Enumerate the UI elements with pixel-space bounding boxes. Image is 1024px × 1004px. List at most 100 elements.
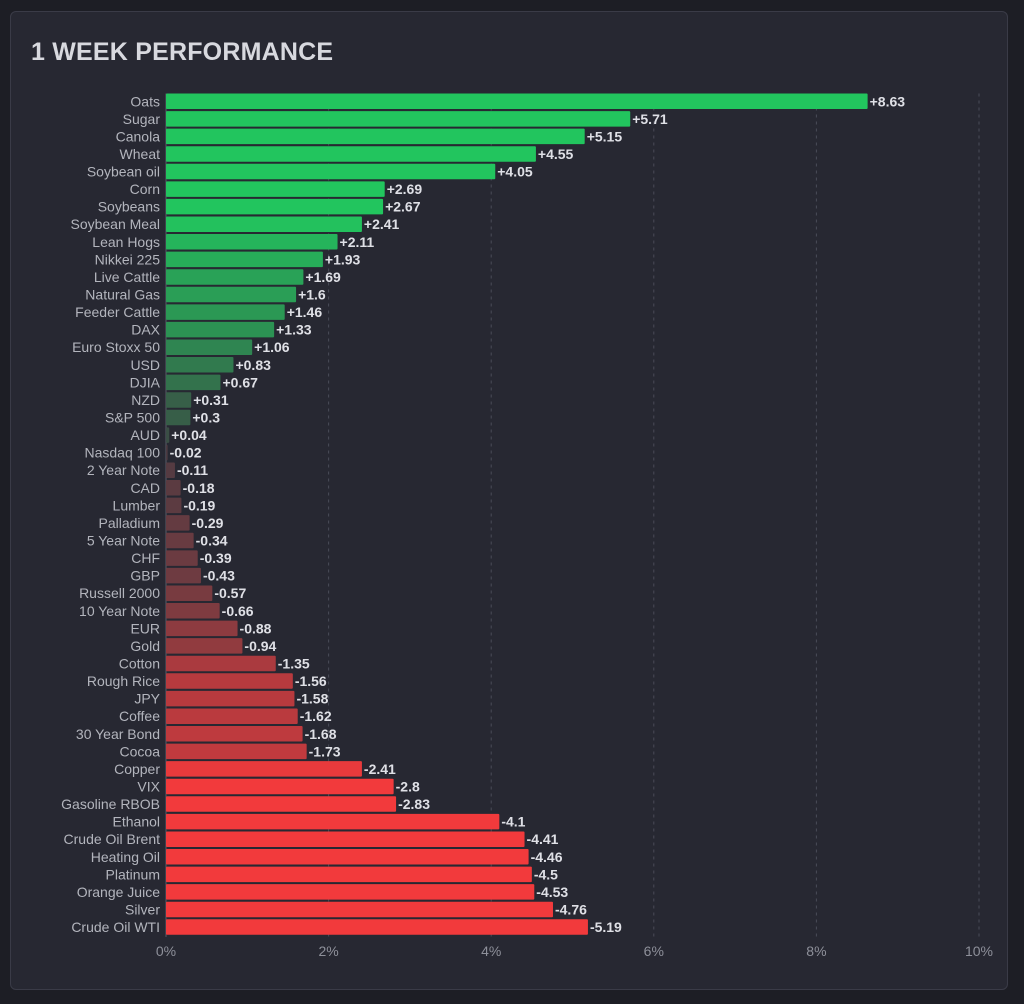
bar bbox=[166, 708, 298, 724]
category-label: 30 Year Bond bbox=[76, 726, 160, 742]
value-label: -0.19 bbox=[183, 497, 215, 513]
bar bbox=[166, 919, 588, 935]
bar bbox=[166, 603, 220, 619]
value-label: +5.15 bbox=[587, 128, 623, 144]
value-label: -0.29 bbox=[192, 515, 224, 531]
category-label: S&P 500 bbox=[105, 410, 160, 426]
value-label: +0.04 bbox=[171, 427, 207, 443]
value-label: +1.69 bbox=[305, 269, 341, 285]
bar bbox=[166, 743, 307, 760]
value-label: +2.41 bbox=[364, 216, 400, 232]
bar bbox=[166, 884, 535, 900]
bar bbox=[166, 726, 303, 742]
bar bbox=[166, 357, 234, 373]
category-label: Natural Gas bbox=[85, 287, 160, 303]
category-label: Feeder Cattle bbox=[75, 304, 160, 320]
value-label: -0.39 bbox=[200, 550, 232, 566]
category-label: Platinum bbox=[106, 866, 160, 882]
value-label: -4.76 bbox=[555, 901, 587, 917]
category-label: Crude Oil Brent bbox=[64, 831, 161, 847]
bar bbox=[166, 866, 532, 883]
value-label: -2.83 bbox=[398, 796, 430, 812]
value-label: -4.46 bbox=[531, 849, 563, 865]
bar bbox=[166, 761, 362, 777]
bar bbox=[166, 813, 500, 830]
bar bbox=[166, 497, 182, 514]
value-label: -1.56 bbox=[295, 673, 327, 689]
value-label: +1.33 bbox=[276, 322, 312, 338]
value-label: +1.93 bbox=[325, 251, 361, 267]
category-label: Ethanol bbox=[113, 814, 160, 830]
value-label: -5.19 bbox=[590, 919, 622, 935]
category-label: Nikkei 225 bbox=[95, 251, 161, 267]
value-label: +1.6 bbox=[298, 287, 326, 303]
category-label: Soybeans bbox=[98, 199, 160, 215]
value-label: +0.67 bbox=[222, 374, 258, 390]
bar bbox=[166, 163, 496, 180]
category-label: GBP bbox=[130, 568, 160, 584]
bar bbox=[166, 392, 192, 408]
bar bbox=[166, 374, 221, 391]
value-label: -4.53 bbox=[536, 884, 568, 900]
category-label: Lean Hogs bbox=[92, 234, 160, 250]
value-label: -1.58 bbox=[296, 691, 328, 707]
bar bbox=[166, 444, 168, 461]
bar bbox=[166, 585, 213, 601]
value-label: +5.71 bbox=[632, 111, 668, 127]
bar bbox=[166, 304, 285, 320]
value-label: +0.3 bbox=[192, 410, 220, 426]
category-label: Crude Oil WTI bbox=[71, 919, 160, 935]
bar bbox=[166, 111, 631, 127]
category-label: EUR bbox=[130, 620, 160, 636]
category-label: Russell 2000 bbox=[79, 585, 160, 601]
value-label: +2.69 bbox=[387, 181, 423, 197]
bar bbox=[166, 849, 529, 865]
category-label: DAX bbox=[131, 322, 160, 338]
value-label: -4.41 bbox=[527, 831, 559, 847]
value-label: -0.11 bbox=[177, 462, 208, 478]
x-tick-label: 2% bbox=[318, 943, 338, 959]
value-label: +1.46 bbox=[287, 304, 323, 320]
category-label: AUD bbox=[130, 427, 160, 443]
value-label: +0.31 bbox=[193, 392, 229, 408]
category-label: JPY bbox=[134, 691, 160, 707]
value-label: -1.35 bbox=[278, 655, 310, 671]
category-label: Sugar bbox=[123, 111, 161, 127]
category-label: CHF bbox=[131, 550, 160, 566]
category-label: Rough Rice bbox=[87, 673, 160, 689]
bar bbox=[166, 620, 238, 637]
value-label: -4.1 bbox=[501, 814, 525, 830]
category-label: Oats bbox=[130, 93, 160, 109]
bar bbox=[166, 321, 275, 338]
category-label: Euro Stoxx 50 bbox=[72, 339, 160, 355]
bar bbox=[166, 409, 191, 426]
bar bbox=[166, 251, 323, 268]
value-label: +2.11 bbox=[340, 234, 375, 250]
bar bbox=[166, 462, 175, 478]
x-tick-label: 4% bbox=[481, 943, 501, 959]
category-label: 2 Year Note bbox=[87, 462, 160, 478]
category-label: DJIA bbox=[130, 374, 161, 390]
value-label: -0.34 bbox=[196, 533, 228, 549]
bar bbox=[166, 480, 181, 496]
bar bbox=[166, 128, 585, 145]
bar bbox=[166, 796, 397, 812]
bar bbox=[166, 550, 198, 566]
value-label: -0.66 bbox=[222, 603, 254, 619]
category-label: Copper bbox=[114, 761, 160, 777]
category-label: Corn bbox=[130, 181, 160, 197]
value-label: -0.43 bbox=[203, 568, 235, 584]
category-label: Soybean oil bbox=[87, 164, 160, 180]
bar bbox=[166, 198, 384, 215]
value-label: -0.94 bbox=[244, 638, 276, 654]
x-tick-label: 8% bbox=[806, 943, 826, 959]
category-label: Cotton bbox=[119, 655, 160, 671]
bar bbox=[166, 93, 868, 109]
value-label: -2.8 bbox=[396, 778, 420, 794]
bar bbox=[166, 146, 536, 162]
category-label: USD bbox=[130, 357, 160, 373]
value-label: +0.83 bbox=[235, 357, 271, 373]
value-label: -4.5 bbox=[534, 866, 558, 882]
bar bbox=[166, 901, 553, 918]
